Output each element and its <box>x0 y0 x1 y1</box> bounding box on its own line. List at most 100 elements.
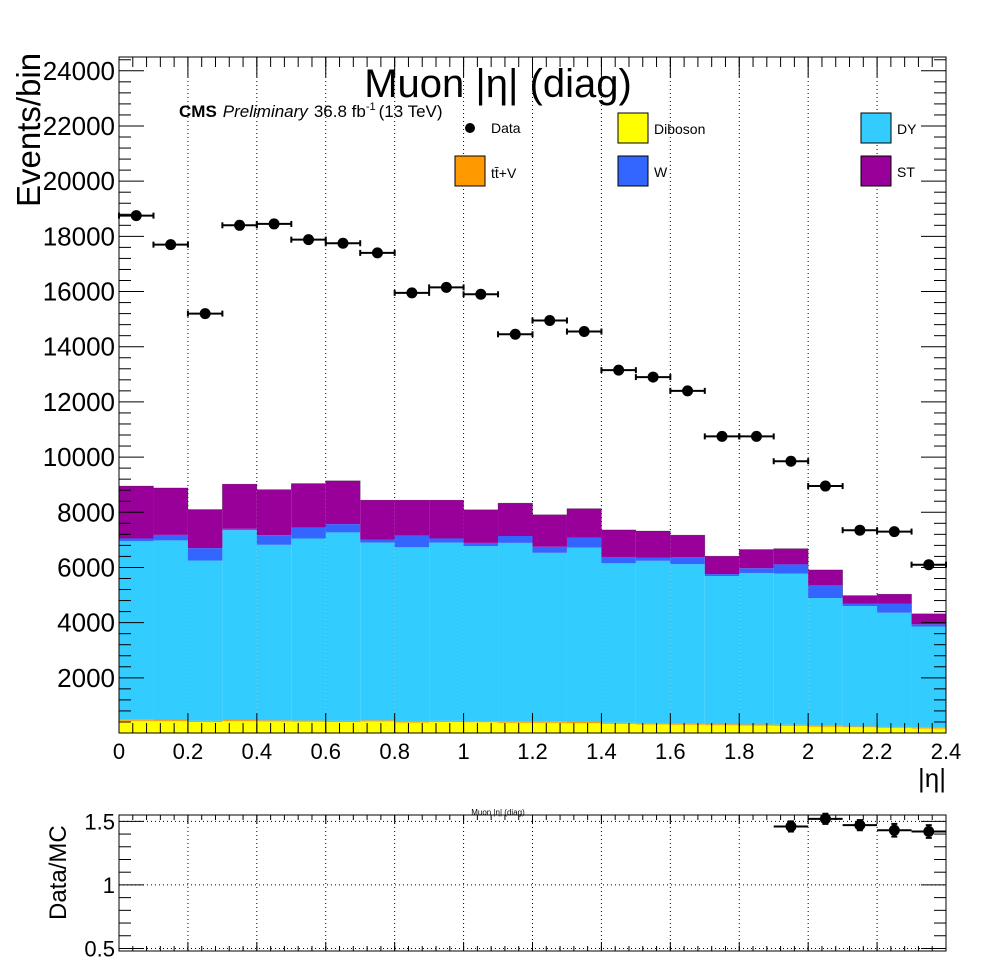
bar-st <box>911 613 946 625</box>
x-tick-label: 2.4 <box>931 739 962 764</box>
x-tick-label: 2 <box>802 739 814 764</box>
data-marker <box>613 364 625 376</box>
bar-st <box>808 569 843 586</box>
y-tick-label: 4000 <box>57 608 115 638</box>
bar-st <box>842 595 878 604</box>
stack-layer-ttv <box>119 719 946 729</box>
stack-outline <box>118 480 947 733</box>
bar-w <box>153 534 188 541</box>
bar-diboson <box>463 722 499 733</box>
bar-ttv <box>222 720 257 722</box>
bar-diboson <box>670 724 705 733</box>
x-tick-label: 1.2 <box>517 739 548 764</box>
x-axis: 0 0.2 0.4 0.6 0.8 1 1.2 1.4 1.6 1.8 2 2.2 2.4 <box>113 57 961 764</box>
ratio-marker <box>819 813 831 825</box>
lumi-label: 36.8 fb <box>314 102 366 121</box>
bar-st <box>773 548 809 565</box>
x-tick-label: 2.2 <box>862 739 893 764</box>
bar-st <box>463 509 499 543</box>
data-marker <box>234 219 246 231</box>
main-plot: 0 0.2 0.4 0.6 0.8 1 1.2 1.4 1.6 1.8 2 2.2 2.4 2000 40… <box>10 53 961 793</box>
data-point <box>221 219 258 231</box>
ratio-marker <box>888 824 900 836</box>
bar-dy <box>808 598 843 726</box>
stack-layer-w <box>119 524 946 627</box>
bar-st <box>635 531 671 558</box>
legend-entry-st: ST <box>860 155 915 187</box>
ratio-points <box>773 812 946 839</box>
data-marker <box>199 308 211 320</box>
bar-dy <box>532 552 567 722</box>
legend-label-ttv: tt̄+V <box>491 165 517 181</box>
data-marker <box>130 210 142 222</box>
bar-ttv <box>635 723 671 725</box>
bar-ttv <box>877 726 912 728</box>
bar-diboson <box>429 721 464 733</box>
bar-dy <box>153 540 188 721</box>
data-point <box>841 524 879 536</box>
data-marker <box>750 430 762 442</box>
bar-dy <box>911 626 946 728</box>
stacked-histogram <box>118 480 947 733</box>
bar-diboson <box>635 724 671 733</box>
bar-ttv <box>498 721 533 723</box>
ratio-point <box>808 812 843 825</box>
bar-diboson <box>222 721 257 733</box>
bar-w <box>566 537 602 548</box>
bar-w <box>842 603 878 607</box>
legend-swatch-diboson <box>617 112 649 144</box>
bar-st <box>429 500 464 539</box>
bar-diboson <box>566 723 602 733</box>
y-tick-label: 16000 <box>43 277 115 307</box>
data-point <box>118 210 155 222</box>
ratio-y-axis: 0.5 1 1.5 <box>84 809 946 961</box>
data-marker <box>509 328 521 340</box>
ratio-title: Muon |η| (diag) <box>471 808 525 817</box>
y-tick-label: 2000 <box>57 663 115 693</box>
chart-title: Muon |η| (diag) <box>364 62 632 106</box>
y-tick-label: 24000 <box>43 56 115 86</box>
x-tick-label: 0.6 <box>310 739 341 764</box>
data-point <box>600 364 637 376</box>
bar-diboson <box>532 722 567 733</box>
bar-diboson <box>187 721 223 733</box>
y-tick-label: 14000 <box>43 332 115 362</box>
bar-diboson <box>394 722 430 733</box>
bar-w <box>222 528 257 531</box>
data-point <box>428 281 465 293</box>
data-marker <box>854 524 866 536</box>
data-marker <box>682 385 694 397</box>
bar-ttv <box>566 721 602 724</box>
data-point <box>669 385 706 397</box>
data-point <box>807 480 844 492</box>
legend: Data tt̄+V Diboson W DY ST <box>454 112 917 187</box>
data-marker <box>406 287 418 299</box>
ratio-y-tick-label: 1 <box>103 873 115 898</box>
bar-w <box>256 535 292 545</box>
legend-label-diboson: Diboson <box>654 121 705 137</box>
bar-st <box>187 509 223 549</box>
y-tick-label: 6000 <box>57 552 115 582</box>
data-marker <box>923 559 935 571</box>
bar-w <box>119 538 154 542</box>
bar-dy <box>704 576 740 725</box>
ratio-y-tick-label: 1.5 <box>84 809 115 834</box>
data-point <box>531 315 568 327</box>
bar-w <box>739 568 774 573</box>
bar-diboson <box>842 727 878 733</box>
bar-w <box>429 538 464 543</box>
bar-dy <box>119 541 154 720</box>
energy-label: (13 TeV) <box>379 102 443 121</box>
data-point <box>186 308 224 320</box>
data-point <box>703 430 741 442</box>
legend-swatch-ttv <box>454 155 486 187</box>
x-tick-label: 1.4 <box>586 739 617 764</box>
bar-w <box>601 556 636 564</box>
bar-st <box>877 594 912 604</box>
legend-entry-w: W <box>617 155 668 187</box>
ratio-point <box>773 820 809 833</box>
bar-ttv <box>532 721 567 723</box>
bar-diboson <box>601 723 636 733</box>
bar-st <box>360 500 395 540</box>
bar-diboson <box>119 720 154 733</box>
